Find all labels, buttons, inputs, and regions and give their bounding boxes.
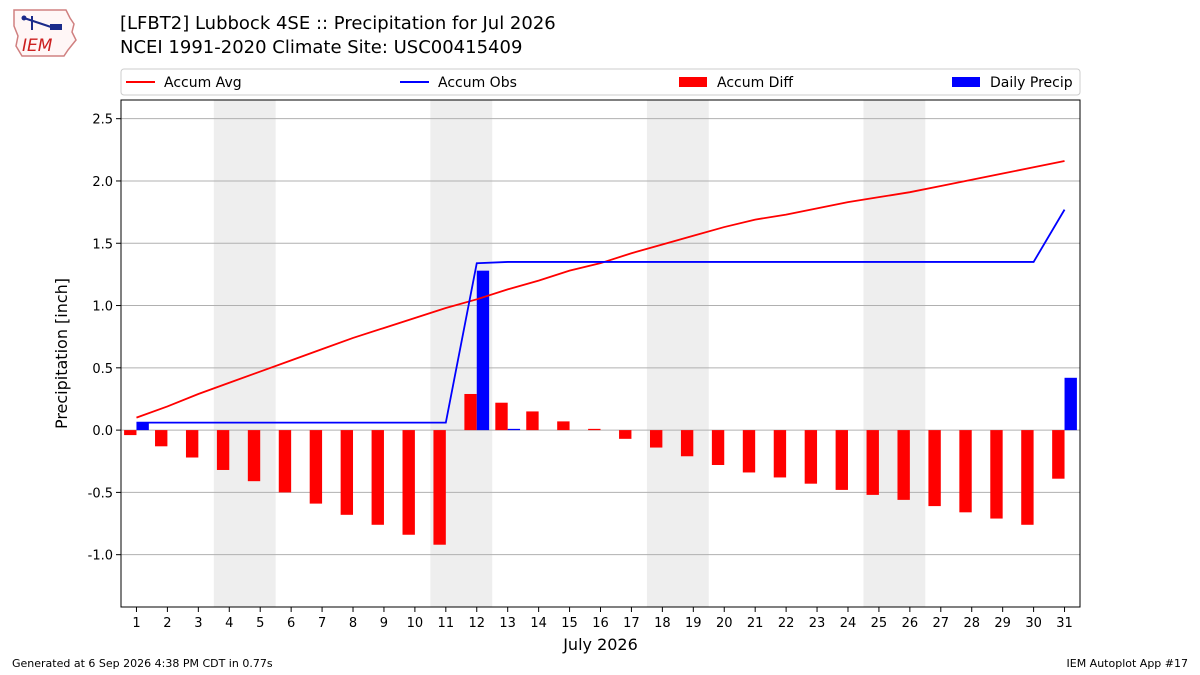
x-tick-label: 31 [1056, 616, 1073, 631]
x-tick-label: 17 [623, 616, 640, 631]
y-tick-label: 1.0 [92, 300, 113, 315]
x-tick-label: 24 [840, 616, 857, 631]
x-tick-label: 4 [225, 616, 233, 631]
accum-diff-bar [464, 393, 477, 431]
accum-diff-bar [309, 430, 323, 504]
x-tick-label: 13 [499, 616, 516, 631]
accum-diff-bar [433, 430, 446, 545]
accum-diff-bar [928, 430, 941, 507]
accum-diff-bar [990, 430, 1003, 519]
x-tick-label: 22 [778, 616, 795, 631]
weekend-shade [646, 100, 709, 607]
x-tick-label: 26 [902, 616, 919, 631]
chart-title: [LFBT2] Lubbock 4SE :: Precipitation for… [120, 13, 556, 34]
accum-diff-bar [124, 430, 137, 436]
accum-diff-bar [680, 430, 694, 457]
accum-diff-bar [588, 428, 601, 431]
accum-diff-bar [557, 421, 570, 431]
x-axis-label: July 2026 [562, 635, 638, 654]
logo-text: IEM [22, 36, 53, 56]
x-tick-label: 18 [654, 616, 671, 631]
accum-diff-bar [649, 430, 663, 448]
legend-swatch-daily-precip [952, 77, 980, 87]
x-tick-label: 15 [561, 616, 578, 631]
accum-diff-bar [897, 430, 910, 500]
x-tick-label: 16 [592, 616, 609, 631]
x-tick-label: 10 [407, 616, 424, 631]
chart-subtitle: NCEI 1991-2020 Climate Site: USC00415409 [120, 37, 523, 58]
accum-diff-bar [340, 430, 354, 515]
x-tick-label: 2 [163, 616, 171, 631]
accum-avg-line [136, 160, 1065, 419]
accum-diff-bar [371, 430, 384, 525]
x-tick-label: 27 [933, 616, 950, 631]
legend-swatch-accum-diff [679, 77, 707, 87]
accum-diff-bar [959, 430, 972, 513]
accum-diff-bar [773, 430, 787, 478]
x-tick-label: 28 [963, 616, 980, 631]
x-tick-label: 19 [685, 616, 702, 631]
x-tick-label: 3 [194, 616, 202, 631]
generated-timestamp: Generated at 6 Sep 2026 4:38 PM CDT in 0… [12, 657, 273, 670]
x-tick-label: 14 [530, 616, 547, 631]
accum-diff-bar [402, 430, 415, 535]
accum-diff-bar [495, 402, 508, 431]
accum-diff-bar [1021, 430, 1034, 525]
x-tick-label: 11 [438, 616, 455, 631]
y-tick-label: -1.0 [88, 549, 113, 564]
accum-diff-bar [247, 430, 261, 482]
accum-diff-bar [835, 430, 848, 490]
x-tick-label: 6 [287, 616, 295, 631]
y-tick-label: 0.5 [92, 362, 113, 377]
y-axis-label: Precipitation [inch] [52, 278, 71, 429]
accum-diff-bar [804, 430, 818, 484]
autoplot-app-label: IEM Autoplot App #17 [1066, 657, 1189, 670]
x-tick-label: 21 [747, 616, 764, 631]
y-tick-label: 1.5 [92, 237, 113, 252]
x-tick-label: 8 [349, 616, 357, 631]
x-tick-label: 9 [380, 616, 388, 631]
legend-label: Accum Diff [717, 75, 793, 91]
daily-precip-bar [1064, 377, 1077, 431]
iem-logo-graphic: IEM [13, 9, 77, 57]
daily-precip-bar [476, 270, 490, 431]
daily-precip-bar [507, 428, 521, 431]
accum-diff-bar [1052, 430, 1065, 479]
daily-precip-bar [136, 422, 149, 431]
x-tick-label: 29 [994, 616, 1011, 631]
accum-obs-line [136, 209, 1066, 424]
weekend-shade [863, 100, 926, 607]
legend-box [120, 68, 1081, 96]
legend-label: Accum Obs [438, 75, 517, 91]
x-tick-label: 5 [256, 616, 264, 631]
accum-diff-bar [711, 430, 725, 465]
legend-label: Daily Precip [990, 75, 1073, 91]
x-tick-label: 25 [871, 616, 888, 631]
y-tick-label: -0.5 [88, 486, 113, 501]
accum-diff-bar [619, 430, 632, 439]
y-tick-label: 2.0 [92, 175, 113, 190]
y-tick-label: 0.0 [92, 424, 113, 439]
accum-diff-bar [742, 430, 756, 473]
x-tick-label: 1 [132, 616, 140, 631]
x-tick-label: 20 [716, 616, 733, 631]
iem-logo: IEM [10, 6, 80, 60]
accum-diff-bar [216, 430, 230, 470]
accum-diff-bar [526, 411, 539, 431]
legend-label: Accum Avg [164, 75, 242, 91]
x-tick-label: 30 [1025, 616, 1042, 631]
weekend-shade [213, 100, 276, 607]
x-tick-label: 23 [809, 616, 826, 631]
x-tick-label: 12 [468, 616, 485, 631]
accum-diff-bar [278, 430, 292, 493]
accum-diff-bar [155, 430, 168, 447]
x-tick-label: 7 [318, 616, 326, 631]
y-tick-label: 2.5 [92, 113, 113, 128]
accum-diff-bar [866, 430, 879, 495]
accum-diff-bar [185, 430, 199, 458]
